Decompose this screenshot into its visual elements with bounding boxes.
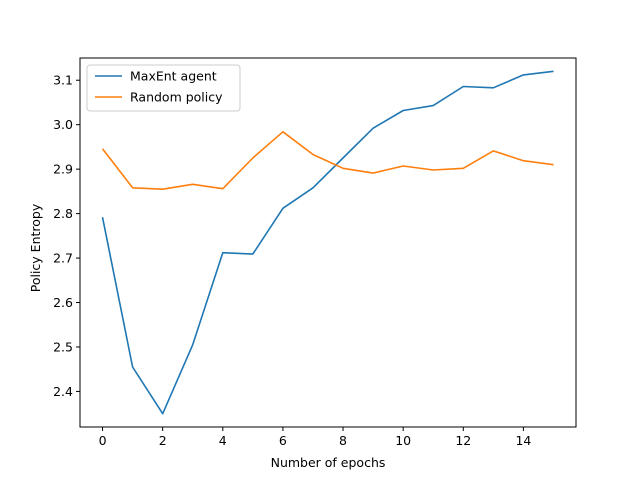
y-tick-label: 2.7 xyxy=(53,251,73,266)
legend: MaxEnt agent Random policy xyxy=(86,64,241,112)
y-axis-label: Policy Entropy xyxy=(28,203,43,292)
y-tick-label: 3.0 xyxy=(53,117,73,132)
y-tick-label: 2.6 xyxy=(53,295,73,310)
series-line-1 xyxy=(101,131,554,190)
plot-frame xyxy=(79,57,577,428)
y-tick-label: 2.4 xyxy=(53,384,73,399)
y-axis-ticks: 2.4 2.5 2.6 2.7 2.8 2.9 3.0 3.1 xyxy=(53,73,80,399)
legend-box xyxy=(86,64,241,112)
series-line-0 xyxy=(101,70,554,415)
x-tick-label: 0 xyxy=(99,433,107,448)
legend-label-1: Random policy xyxy=(130,90,223,105)
legend-label-0: MaxEnt agent xyxy=(130,69,217,84)
x-axis-label: Number of epochs xyxy=(271,455,386,470)
y-tick-label: 3.1 xyxy=(53,73,73,88)
series-layer xyxy=(101,70,554,415)
x-tick-label: 8 xyxy=(339,433,347,448)
x-tick-label: 14 xyxy=(515,433,531,448)
y-tick-label: 2.5 xyxy=(53,339,73,354)
x-tick-label: 10 xyxy=(395,433,411,448)
x-tick-label: 12 xyxy=(455,433,471,448)
x-axis-ticks: 0 2 4 6 8 10 12 14 xyxy=(99,427,531,448)
y-tick-label: 2.8 xyxy=(53,206,73,221)
y-tick-label: 2.9 xyxy=(53,162,73,177)
plot-area xyxy=(79,57,577,428)
x-tick-label: 4 xyxy=(219,433,227,448)
x-tick-label: 6 xyxy=(279,433,287,448)
x-tick-label: 2 xyxy=(159,433,167,448)
